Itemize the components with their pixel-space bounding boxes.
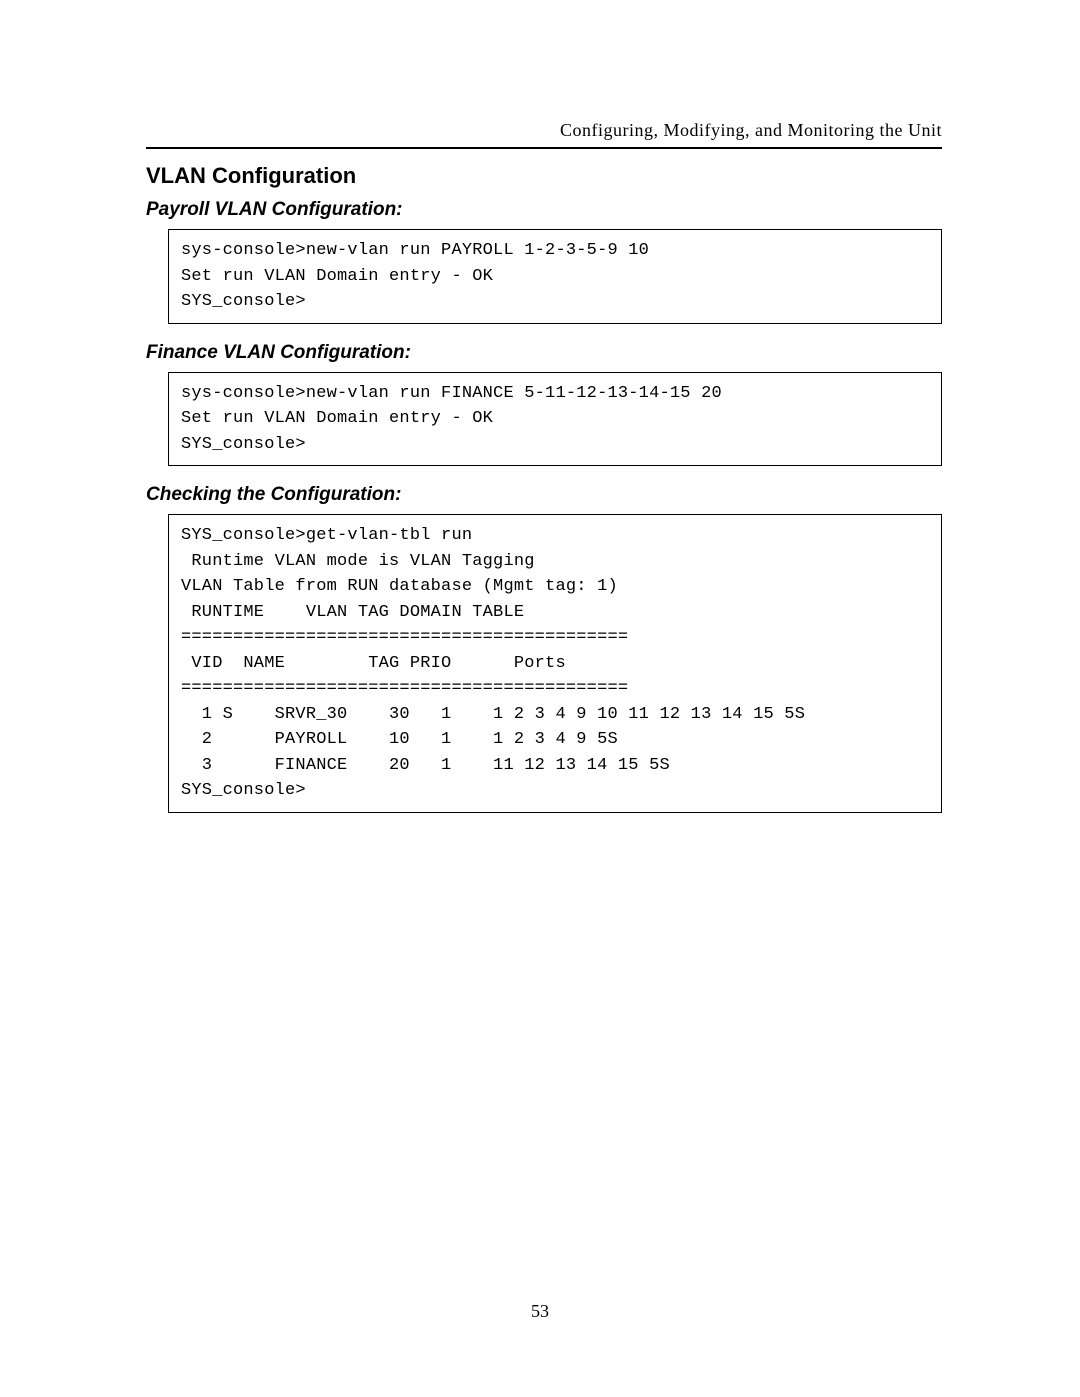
- subsection-heading-payroll: Payroll VLAN Configuration:: [146, 199, 942, 221]
- subsection-heading-checking: Checking the Configuration:: [146, 484, 942, 506]
- subsection-heading-finance: Finance VLAN Configuration:: [146, 342, 942, 364]
- code-block-payroll: sys-console>new-vlan run PAYROLL 1-2-3-5…: [168, 229, 942, 324]
- code-block-checking: SYS_console>get-vlan-tbl run Runtime VLA…: [168, 514, 942, 813]
- code-block-finance: sys-console>new-vlan run FINANCE 5-11-12…: [168, 372, 942, 467]
- running-head: Configuring, Modifying, and Monitoring t…: [146, 120, 942, 149]
- page-number: 53: [0, 1301, 1080, 1322]
- page: Configuring, Modifying, and Monitoring t…: [0, 0, 1080, 1397]
- section-title: VLAN Configuration: [146, 163, 942, 189]
